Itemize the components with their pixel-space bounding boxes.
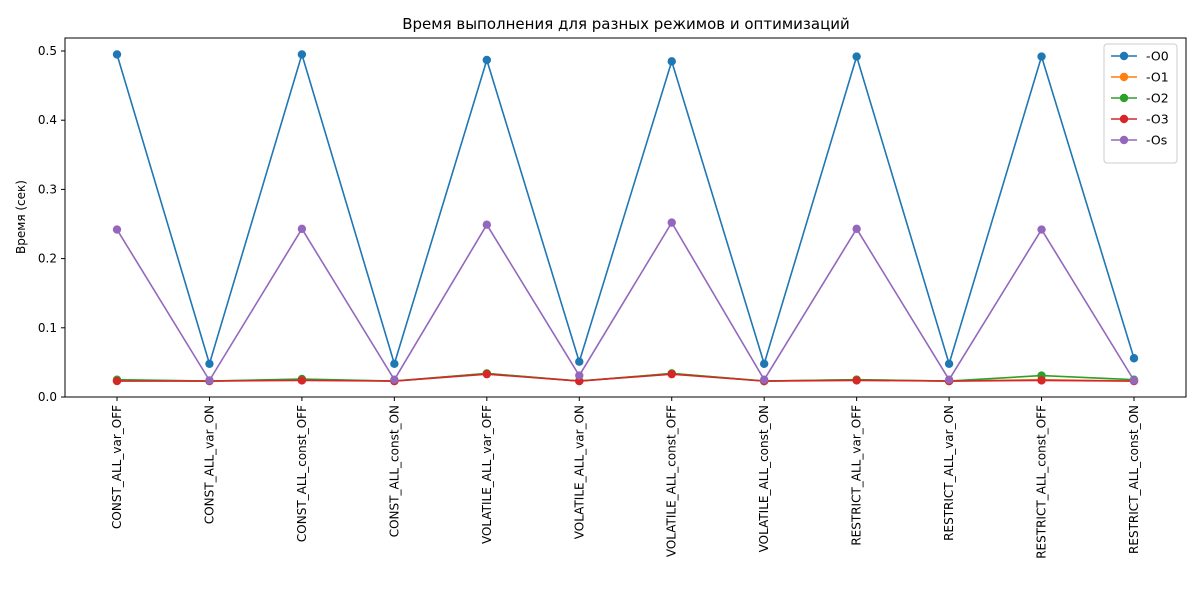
data-point — [1037, 225, 1046, 234]
data-point — [575, 371, 584, 380]
legend-item: -O1 — [1111, 70, 1169, 85]
legend-item: -O3 — [1111, 112, 1169, 127]
legend-label: -O3 — [1146, 112, 1169, 127]
x-tick-label: CONST_ALL_var_ON — [202, 405, 216, 524]
legend-swatch-marker — [1119, 72, 1129, 82]
data-point — [205, 376, 214, 385]
data-point — [482, 220, 492, 229]
data-point — [205, 359, 214, 368]
data-point — [390, 375, 399, 384]
data-point — [1129, 376, 1139, 385]
x-tick-label: RESTRICT_ALL_var_ON — [942, 405, 956, 541]
legend-item: -Os — [1111, 133, 1167, 148]
data-point — [852, 224, 861, 234]
data-point — [852, 376, 861, 385]
legend-swatch-marker — [1119, 135, 1129, 145]
y-tick-label: 0.4 — [38, 113, 57, 127]
series-line — [116, 221, 1135, 382]
chart-title: Время выполнения для разных режимов и оп… — [402, 15, 850, 33]
data-point — [112, 50, 122, 59]
data-point — [112, 225, 122, 234]
legend-swatch-marker — [1119, 51, 1129, 61]
y-axis-title: Время (сек) — [14, 180, 28, 254]
x-tick-label: VOLATILE_ALL_var_OFF — [480, 405, 494, 544]
data-point — [944, 359, 954, 368]
data-point — [667, 57, 676, 66]
plot-frame — [64, 37, 1187, 398]
y-tick-label: 0.1 — [38, 321, 57, 335]
legend-label: -Os — [1146, 133, 1167, 148]
data-point — [944, 375, 954, 384]
series-o3 — [112, 369, 1139, 386]
x-tick-label: CONST_ALL_var_OFF — [110, 405, 124, 529]
data-point — [297, 376, 307, 385]
series-line — [116, 53, 1135, 365]
data-point — [390, 359, 399, 368]
data-point — [759, 375, 769, 384]
x-tick-label: RESTRICT_ALL_const_ON — [1127, 405, 1141, 554]
data-point — [759, 359, 769, 368]
data-point — [297, 50, 307, 59]
x-tick-label: CONST_ALL_const_OFF — [295, 405, 309, 542]
legend-item: -O2 — [1111, 91, 1169, 106]
y-tick-label: 0.0 — [38, 390, 57, 404]
legend-swatch-marker — [1119, 114, 1129, 124]
legend: -O0 -O1 -O2 -O3 -Os — [1103, 43, 1178, 164]
x-tick-label: VOLATILE_ALL_const_OFF — [665, 405, 679, 557]
legend-label: -O0 — [1146, 49, 1169, 64]
series-os — [112, 218, 1139, 385]
x-tick-label: VOLATILE_ALL_var_ON — [572, 405, 586, 539]
data-point — [297, 224, 307, 234]
x-tick-label: VOLATILE_ALL_const_ON — [757, 405, 771, 552]
legend-swatch-marker — [1119, 93, 1129, 103]
data-point — [667, 369, 676, 379]
data-point — [482, 369, 492, 379]
data-point — [112, 376, 122, 386]
data-point — [482, 55, 492, 65]
y-tick-label: 0.3 — [38, 182, 57, 196]
legend-item: -O0 — [1111, 49, 1169, 64]
y-tick-label: 0.5 — [38, 44, 57, 58]
y-tick-label: 0.2 — [38, 252, 57, 266]
x-tick-label: RESTRICT_ALL_const_OFF — [1035, 405, 1049, 559]
legend-label: -O2 — [1146, 91, 1169, 106]
series-line — [117, 373, 1135, 382]
data-point — [1037, 376, 1046, 385]
data-point — [575, 357, 584, 366]
legend-label: -O1 — [1146, 70, 1169, 85]
x-tick-label: CONST_ALL_const_ON — [387, 405, 401, 537]
series-o0 — [112, 50, 1139, 368]
data-point — [1129, 354, 1139, 363]
x-tick-label: RESTRICT_ALL_var_OFF — [850, 405, 864, 546]
data-point — [1037, 52, 1046, 61]
data-point — [667, 218, 676, 227]
plot-area: 0.0 0.1 0.2 0.3 0.4 0.5 CONST_ALL_var_OFF CONST… — [38, 37, 1187, 559]
data-point — [852, 52, 861, 61]
